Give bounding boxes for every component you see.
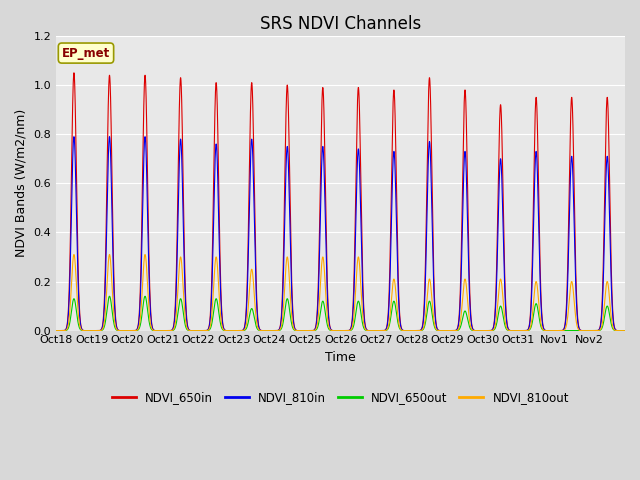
X-axis label: Time: Time: [325, 351, 356, 364]
Title: SRS NDVI Channels: SRS NDVI Channels: [260, 15, 421, 33]
Y-axis label: NDVI Bands (W/m2/nm): NDVI Bands (W/m2/nm): [15, 109, 28, 257]
Text: EP_met: EP_met: [62, 47, 110, 60]
Legend: NDVI_650in, NDVI_810in, NDVI_650out, NDVI_810out: NDVI_650in, NDVI_810in, NDVI_650out, NDV…: [108, 386, 573, 409]
